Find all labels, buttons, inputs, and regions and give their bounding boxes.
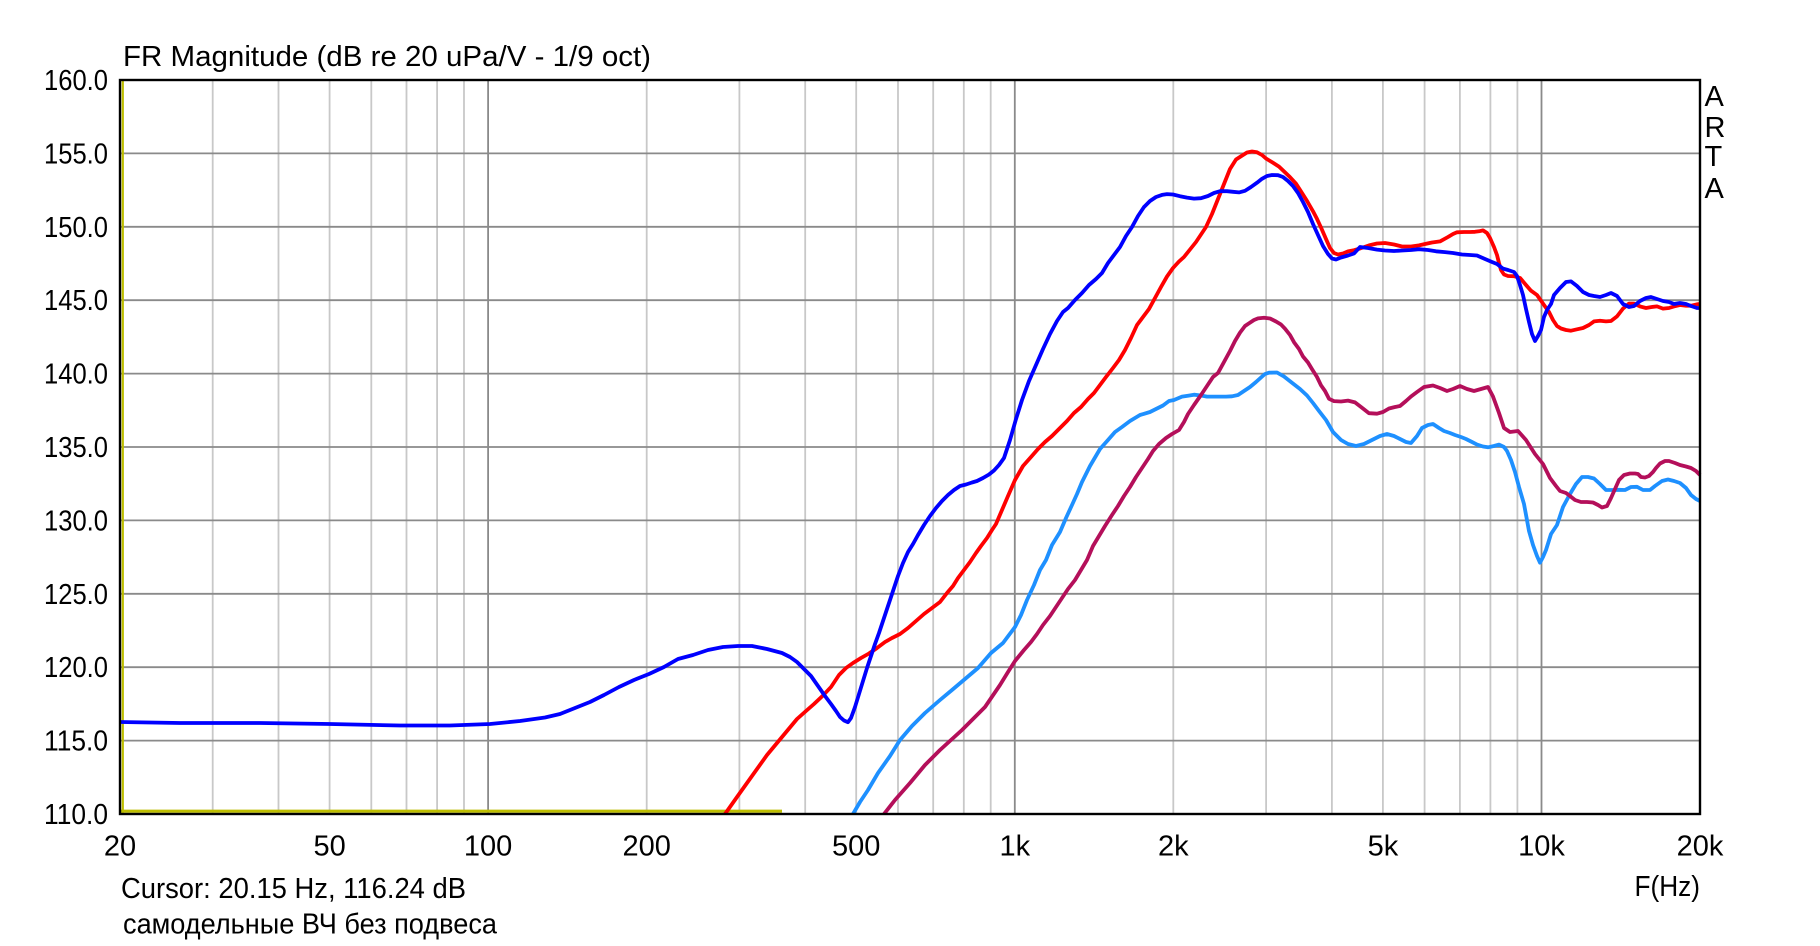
svg-text:155.0: 155.0 <box>44 138 108 170</box>
svg-text:20: 20 <box>104 831 136 863</box>
svg-text:10k: 10k <box>1518 831 1565 863</box>
svg-text:500: 500 <box>832 831 880 863</box>
svg-text:50: 50 <box>313 831 345 863</box>
svg-text:110.0: 110.0 <box>44 799 108 831</box>
svg-text:200: 200 <box>623 831 671 863</box>
svg-text:140.0: 140.0 <box>44 359 108 391</box>
svg-text:145.0: 145.0 <box>44 285 108 317</box>
svg-text:2k: 2k <box>1158 831 1189 863</box>
svg-text:1k: 1k <box>999 831 1030 863</box>
svg-text:самодельные ВЧ без подвеса: самодельные ВЧ без подвеса <box>123 909 498 941</box>
svg-text:135.0: 135.0 <box>44 432 108 464</box>
svg-text:5k: 5k <box>1368 831 1399 863</box>
svg-text:150.0: 150.0 <box>44 212 108 244</box>
svg-text:R: R <box>1705 112 1726 144</box>
svg-text:125.0: 125.0 <box>44 579 108 611</box>
svg-text:120.0: 120.0 <box>44 652 108 684</box>
svg-text:T: T <box>1705 141 1723 173</box>
svg-text:160.0: 160.0 <box>44 65 108 97</box>
svg-text:115.0: 115.0 <box>44 726 108 758</box>
svg-text:FR Magnitude (dB re 20 uPa/V -: FR Magnitude (dB re 20 uPa/V - 1/9 oct) <box>123 41 651 73</box>
svg-text:A: A <box>1705 173 1725 205</box>
svg-text:20k: 20k <box>1677 831 1724 863</box>
svg-text:130.0: 130.0 <box>44 505 108 537</box>
svg-text:A: A <box>1705 81 1725 113</box>
svg-text:F(Hz): F(Hz) <box>1635 871 1701 903</box>
svg-text:Cursor: 20.15 Hz, 116.24 dB: Cursor: 20.15 Hz, 116.24 dB <box>121 873 466 905</box>
svg-text:100: 100 <box>464 831 512 863</box>
